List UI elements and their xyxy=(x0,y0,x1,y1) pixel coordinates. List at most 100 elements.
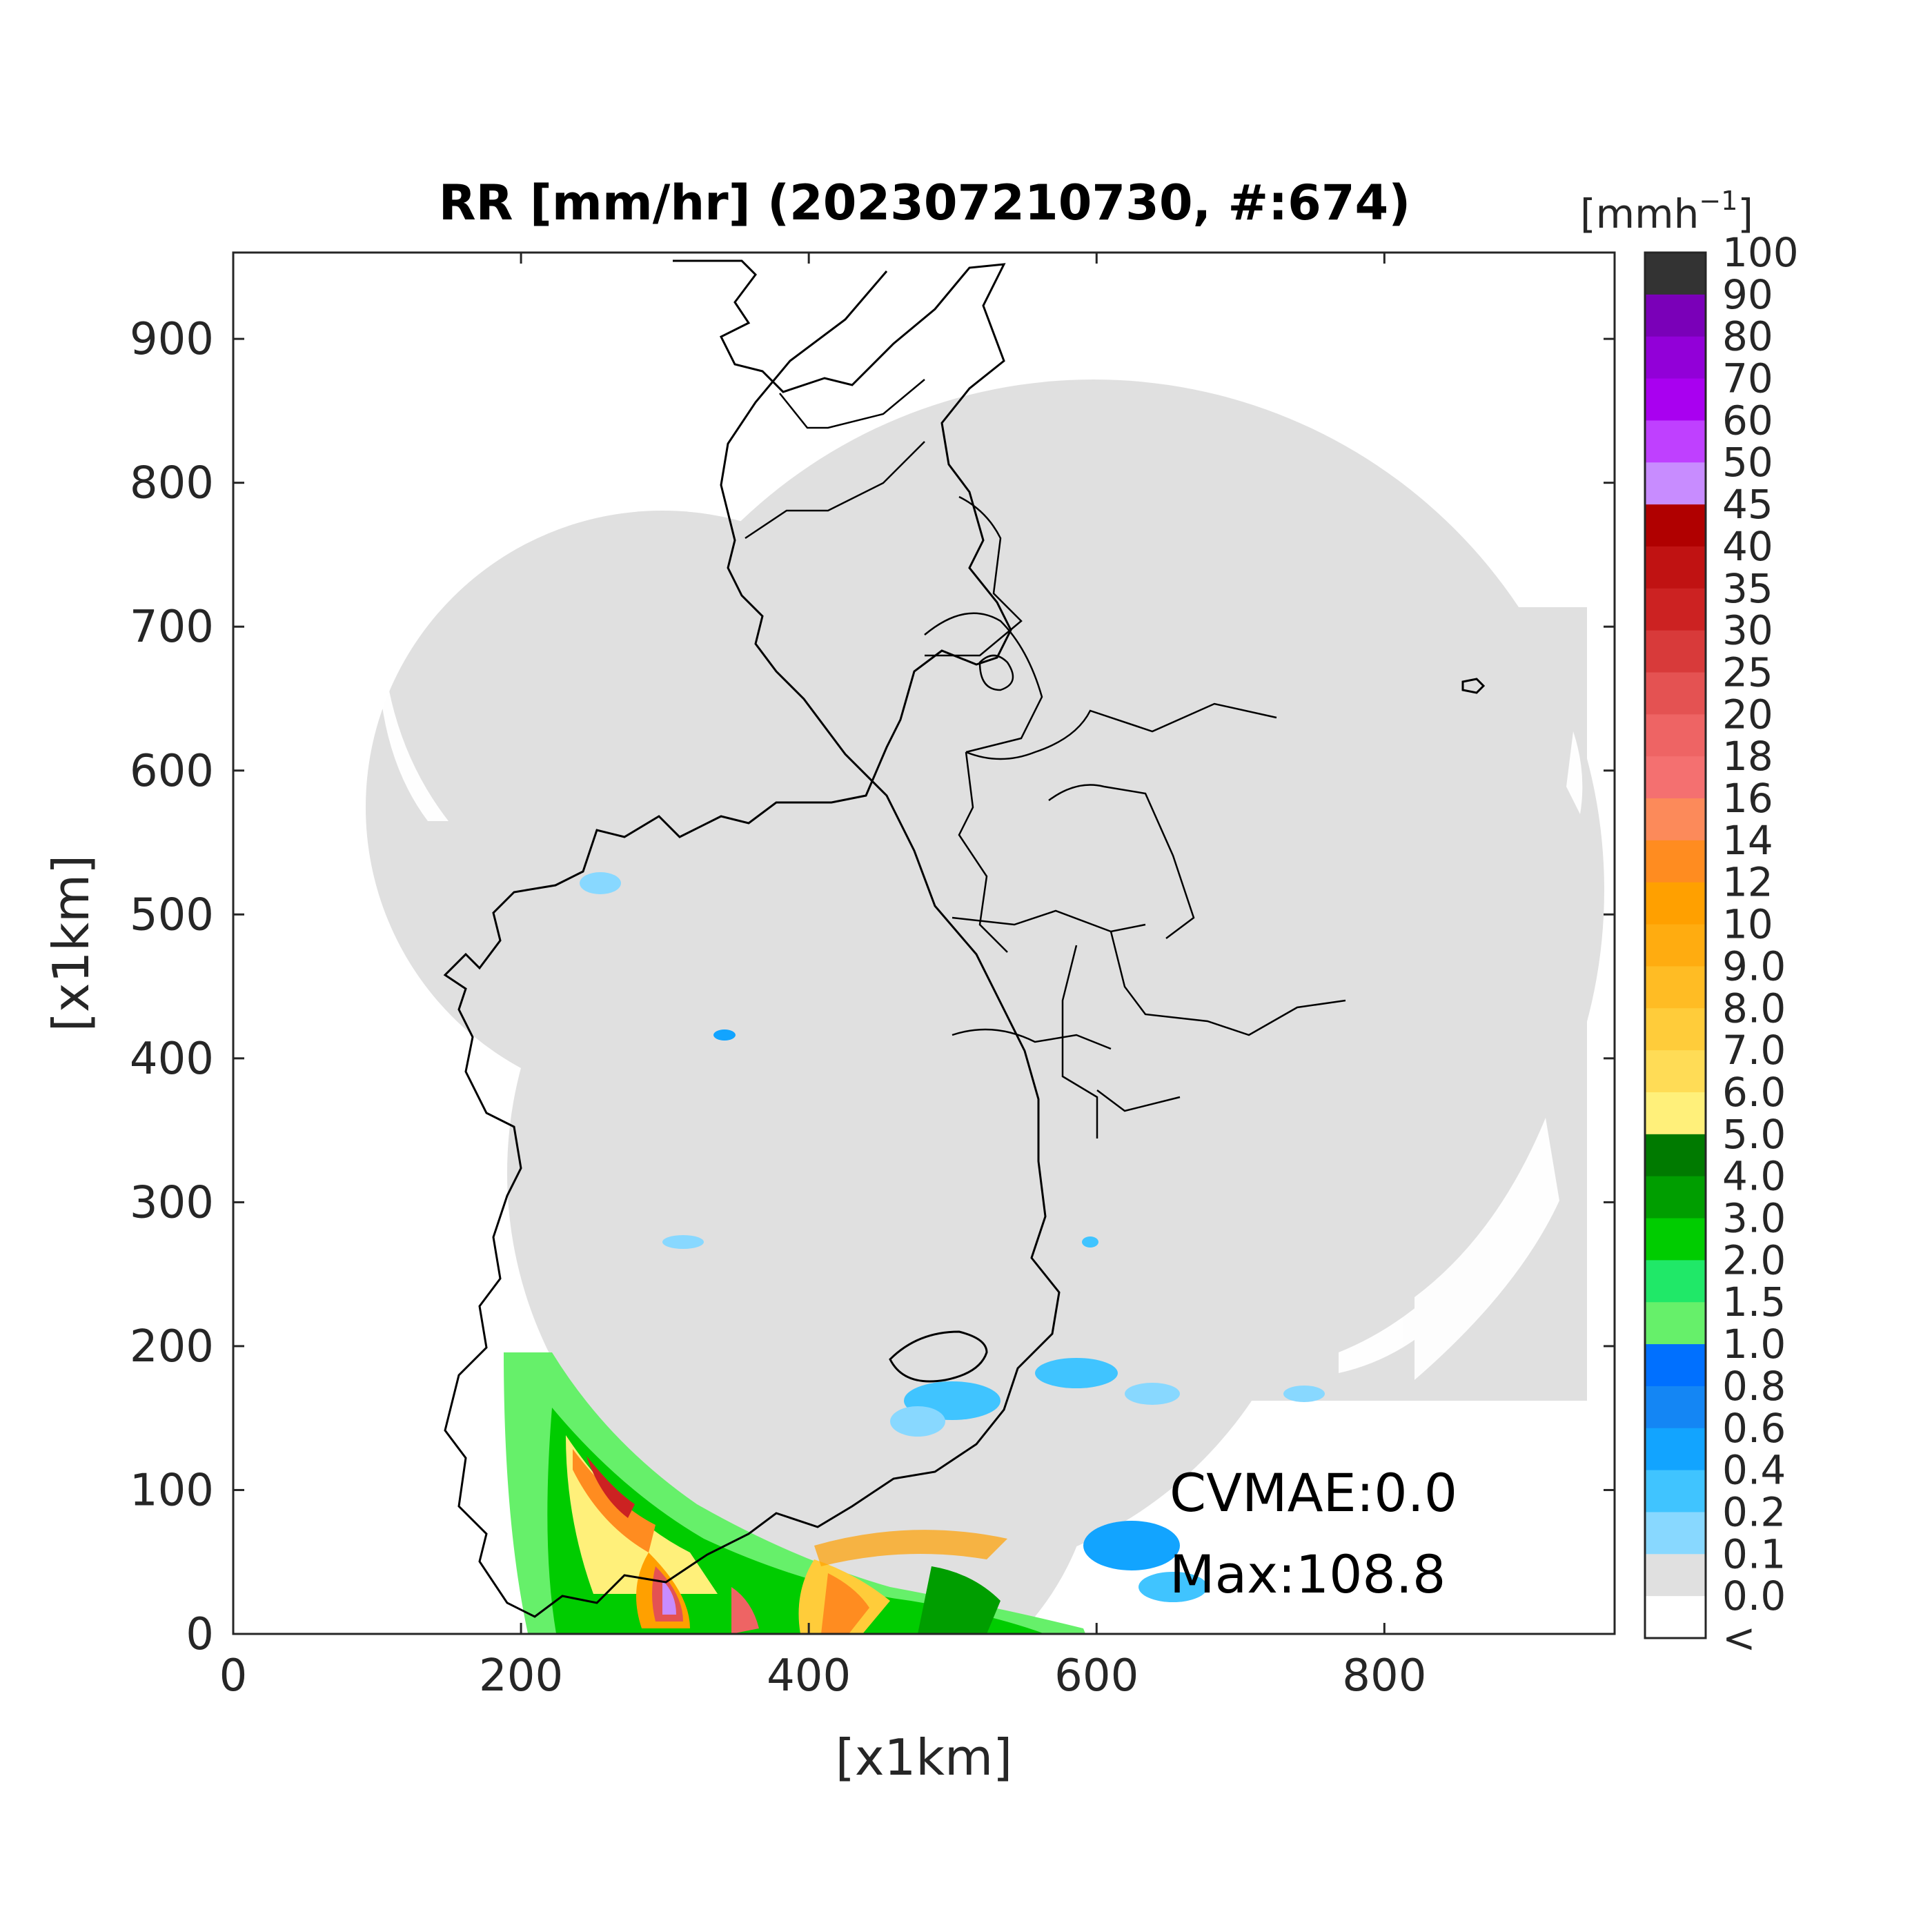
y-tick-label: 100 xyxy=(130,1465,214,1516)
y-tick-label: 0 xyxy=(186,1609,214,1660)
colorbar-swatch xyxy=(1645,1008,1706,1051)
colorbar-swatch xyxy=(1645,714,1706,757)
colorbar-level-label: 18 xyxy=(1722,733,1773,780)
colorbar-level-label: 4.0 xyxy=(1722,1153,1786,1200)
y-tick-label: 800 xyxy=(130,458,214,509)
colorbar-swatch xyxy=(1645,1596,1706,1639)
colorbar-level-label: 5.0 xyxy=(1722,1111,1786,1158)
max-annotation: Max:108.8 xyxy=(1170,1544,1446,1605)
colorbar-level-label: < xyxy=(1722,1615,1756,1662)
colorbar-swatch xyxy=(1645,840,1706,883)
colorbar-swatch xyxy=(1645,588,1706,631)
colorbar-level-label: 80 xyxy=(1722,313,1773,360)
colorbar-swatch xyxy=(1645,1260,1706,1303)
colorbar-swatch xyxy=(1645,1386,1706,1429)
colorbar-swatch xyxy=(1645,294,1706,337)
no-echo-areas xyxy=(379,309,1583,1380)
y-tick-label: 200 xyxy=(130,1321,214,1372)
colorbar-level-label: 90 xyxy=(1722,271,1773,318)
x-tick-label: 800 xyxy=(1342,1650,1426,1702)
colorbar-level-label: 8.0 xyxy=(1722,985,1786,1032)
colorbar-swatch xyxy=(1645,672,1706,715)
colorbar-level-label: 7.0 xyxy=(1722,1027,1786,1074)
colorbar-level-label: 16 xyxy=(1722,775,1773,822)
colorbar-level-label: 1.0 xyxy=(1722,1321,1786,1368)
colorbar-swatch xyxy=(1645,462,1706,505)
colorbar-swatch xyxy=(1645,924,1706,967)
colorbar-level-label: 10 xyxy=(1722,901,1773,948)
colorbar-level-label: 3.0 xyxy=(1722,1195,1786,1242)
colorbar-swatch xyxy=(1645,1092,1706,1135)
colorbar-level-label: 0.6 xyxy=(1722,1405,1786,1452)
colorbar-level-label: 35 xyxy=(1722,565,1773,612)
colorbar-level-label: 40 xyxy=(1722,523,1773,570)
colorbar-swatch xyxy=(1645,253,1706,295)
colorbar-swatch xyxy=(1645,546,1706,589)
colorbar-swatch xyxy=(1645,756,1706,799)
colorbar-level-label: 14 xyxy=(1722,817,1773,864)
colorbar-swatch xyxy=(1645,1218,1706,1261)
radar-coverage xyxy=(366,379,1604,1634)
colorbar-level-label: 70 xyxy=(1722,355,1773,402)
y-tick-label: 700 xyxy=(130,602,214,653)
colorbar-unit: [mmh−1] xyxy=(1580,186,1753,237)
colorbar-level-label: 60 xyxy=(1722,397,1773,444)
colorbar-level-label: 0.1 xyxy=(1722,1530,1786,1577)
colorbar-swatch xyxy=(1645,1470,1706,1513)
colorbar-level-label: 30 xyxy=(1722,607,1773,654)
colorbar-level-label: 9.0 xyxy=(1722,943,1786,989)
colorbar-level-label: 100 xyxy=(1722,229,1799,276)
colorbar-swatch xyxy=(1645,630,1706,673)
y-tick-label: 400 xyxy=(130,1034,214,1085)
colorbar-level-label: 50 xyxy=(1722,439,1773,486)
colorbar-level-label: 0.4 xyxy=(1722,1447,1786,1494)
colorbar-level-label: 0.0 xyxy=(1722,1573,1786,1619)
y-tick-label: 500 xyxy=(130,889,214,940)
colorbar-swatch xyxy=(1645,798,1706,841)
y-tick-label: 900 xyxy=(130,314,214,365)
colorbar-swatch xyxy=(1645,1176,1706,1219)
colorbar-level-label: 0.2 xyxy=(1722,1488,1786,1535)
x-axis-ticks: 0 200 400 600 800 xyxy=(219,253,1426,1702)
colorbar-swatch xyxy=(1645,1512,1706,1555)
coastline xyxy=(443,259,1486,1618)
x-tick-label: 400 xyxy=(767,1650,851,1702)
x-tick-label: 200 xyxy=(479,1650,563,1702)
map-title: RR [mm/hr] (202307210730, #:674) xyxy=(439,175,1411,231)
colorbar: 100908070605045403530252018161412109.08.… xyxy=(1644,229,1799,1662)
colorbar-level-label: 1.5 xyxy=(1722,1279,1786,1325)
y-axis-ticks: 0 100 200 300 400 500 600 700 800 900 xyxy=(130,314,1615,1660)
colorbar-swatch xyxy=(1645,378,1706,421)
colorbar-swatch xyxy=(1645,420,1706,463)
colorbar-swatch xyxy=(1645,1554,1706,1597)
light-precip xyxy=(580,872,1325,1602)
colorbar-swatch xyxy=(1645,336,1706,379)
colorbar-swatch xyxy=(1645,882,1706,925)
colorbar-swatch xyxy=(1645,1050,1706,1093)
cvmae-annotation: CVMAE:0.0 xyxy=(1170,1462,1457,1524)
colorbar-swatch xyxy=(1645,1344,1706,1387)
x-tick-label: 600 xyxy=(1054,1650,1138,1702)
x-tick-label: 0 xyxy=(219,1650,248,1702)
colorbar-swatch xyxy=(1645,1134,1706,1177)
y-tick-label: 300 xyxy=(130,1177,214,1228)
colorbar-swatch xyxy=(1645,966,1706,1009)
colorbar-level-label: 20 xyxy=(1722,691,1773,738)
colorbar-level-label: 0.8 xyxy=(1722,1363,1786,1410)
province-borders xyxy=(745,379,1346,1138)
colorbar-level-label: 6.0 xyxy=(1722,1069,1786,1116)
colorbar-level-label: 45 xyxy=(1722,481,1773,528)
colorbar-swatch xyxy=(1645,1428,1706,1471)
colorbar-swatch xyxy=(1645,1302,1706,1345)
x-axis-label: [x1km] xyxy=(836,1728,1012,1786)
colorbar-level-label: 25 xyxy=(1722,649,1773,696)
y-tick-label: 600 xyxy=(130,746,214,797)
colorbar-level-label: 2.0 xyxy=(1722,1236,1786,1283)
axes-box xyxy=(232,251,1616,1635)
colorbar-frame xyxy=(1644,251,1707,1639)
plot-area xyxy=(366,259,1604,1634)
colorbar-swatch xyxy=(1645,504,1706,547)
y-axis-label: [x1km] xyxy=(42,855,100,1032)
colorbar-level-label: 12 xyxy=(1722,859,1773,906)
